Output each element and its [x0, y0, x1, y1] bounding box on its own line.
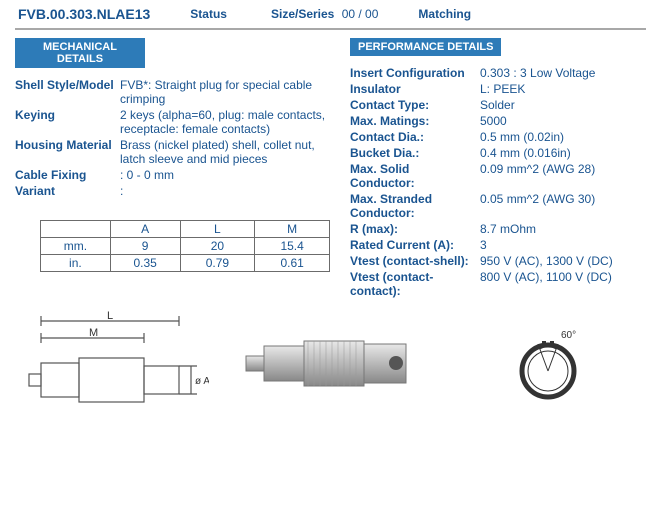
perf-key: R (max): — [350, 222, 480, 236]
performance-row: Contact Type:Solder — [350, 98, 646, 112]
keying-angle-label: 60° — [561, 330, 576, 341]
columns: MECHANICAL DETAILS Shell Style/ModelFVB*… — [0, 38, 661, 300]
diagram-keying: 60° — [449, 316, 646, 411]
top-bar: FVB.00.303.NLAE13 Status Size/Series 00 … — [0, 0, 661, 26]
performance-rows: Insert Configuration0.303 : 3 Low Voltag… — [350, 66, 646, 298]
matching-label: Matching — [418, 7, 471, 21]
dim-M-label: M — [89, 327, 98, 339]
perf-key: Max. Matings: — [350, 114, 480, 128]
divider — [15, 28, 646, 30]
dimension-table: ALM mm.92015.4in.0.350.790.61 — [40, 220, 330, 272]
size-group: Size/Series 00 / 00 — [271, 7, 378, 21]
perf-val: L: PEEK — [480, 82, 646, 96]
dim-cell: 0.35 — [110, 255, 180, 272]
performance-row: Rated Current (A):3 — [350, 238, 646, 252]
perf-val: 0.4 mm (0.016in) — [480, 146, 646, 160]
perf-val: 3 — [480, 238, 646, 252]
status-group: Status — [190, 7, 231, 21]
dim-cell: 0.79 — [180, 255, 255, 272]
perf-val: 5000 — [480, 114, 646, 128]
mech-key: Shell Style/Model — [15, 78, 120, 92]
performance-row: Vtest (contact-shell):950 V (AC), 1300 V… — [350, 254, 646, 268]
dim-cell: 0.61 — [255, 255, 330, 272]
perf-key: Contact Type: — [350, 98, 480, 112]
dim-row: mm.92015.4 — [41, 238, 330, 255]
mechanical-row: Housing MaterialBrass (nickel plated) sh… — [15, 138, 330, 166]
mech-val: Brass (nickel plated) shell, collet nut,… — [120, 138, 330, 166]
mech-val: : — [120, 184, 330, 198]
dim-col-header — [41, 221, 111, 238]
mech-key: Housing Material — [15, 138, 120, 152]
size-label: Size/Series — [271, 7, 334, 21]
performance-row: Bucket Dia.:0.4 mm (0.016in) — [350, 146, 646, 160]
mech-val: 2 keys (alpha=60, plug: male contacts, r… — [120, 108, 330, 136]
perf-val: 950 V (AC), 1300 V (DC) — [480, 254, 646, 268]
perf-key: Vtest (contact-contact): — [350, 270, 480, 298]
perf-val: 0.09 mm^2 (AWG 28) — [480, 162, 646, 176]
diagram-render — [232, 316, 429, 411]
dim-L-label: L — [107, 310, 113, 322]
dim-col-header: M — [255, 221, 330, 238]
mechanical-row: Cable Fixing: 0 - 0 mm — [15, 168, 330, 182]
performance-row: Vtest (contact-contact):800 V (AC), 1100… — [350, 270, 646, 298]
perf-key: Insulator — [350, 82, 480, 96]
diagram-outline: L M ø A — [15, 308, 212, 418]
mech-val: : 0 - 0 mm — [120, 168, 330, 182]
performance-row: Max. Solid Conductor:0.09 mm^2 (AWG 28) — [350, 162, 646, 190]
perf-val: 0.05 mm^2 (AWG 30) — [480, 192, 646, 206]
perf-val: 800 V (AC), 1100 V (DC) — [480, 270, 646, 284]
dim-col-header: L — [180, 221, 255, 238]
status-label: Status — [190, 7, 227, 21]
perf-val: 0.303 : 3 Low Voltage — [480, 66, 646, 80]
mech-val: FVB*: Straight plug for special cable cr… — [120, 78, 330, 106]
mechanical-rows: Shell Style/ModelFVB*: Straight plug for… — [15, 78, 330, 198]
mechanical-row: Variant: — [15, 184, 330, 198]
performance-row: Insert Configuration0.303 : 3 Low Voltag… — [350, 66, 646, 80]
performance-row: Max. Stranded Conductor:0.05 mm^2 (AWG 3… — [350, 192, 646, 220]
mechanical-row: Keying2 keys (alpha=60, plug: male conta… — [15, 108, 330, 136]
performance-column: PERFORMANCE DETAILS Insert Configuration… — [350, 38, 646, 300]
perf-val: 8.7 mOhm — [480, 222, 646, 236]
mech-key: Variant — [15, 184, 120, 198]
dim-cell: in. — [41, 255, 111, 272]
perf-key: Max. Stranded Conductor: — [350, 192, 480, 220]
mechanical-row: Shell Style/ModelFVB*: Straight plug for… — [15, 78, 330, 106]
perf-key: Contact Dia.: — [350, 130, 480, 144]
part-number: FVB.00.303.NLAE13 — [18, 6, 150, 22]
performance-row: InsulatorL: PEEK — [350, 82, 646, 96]
matching-group: Matching — [418, 7, 475, 21]
mech-key: Cable Fixing — [15, 168, 120, 182]
perf-key: Rated Current (A): — [350, 238, 480, 252]
size-value: 00 / 00 — [342, 7, 379, 21]
mechanical-column: MECHANICAL DETAILS Shell Style/ModelFVB*… — [15, 38, 330, 300]
performance-row: R (max):8.7 mOhm — [350, 222, 646, 236]
dim-cell: 20 — [180, 238, 255, 255]
performance-row: Max. Matings:5000 — [350, 114, 646, 128]
performance-header: PERFORMANCE DETAILS — [350, 38, 501, 56]
mech-key: Keying — [15, 108, 120, 122]
outline-drawing-icon: L M ø A — [19, 308, 209, 418]
perf-key: Vtest (contact-shell): — [350, 254, 480, 268]
dim-phiA-label: ø A — [195, 376, 209, 387]
perf-key: Insert Configuration — [350, 66, 480, 80]
dim-cell: 15.4 — [255, 238, 330, 255]
dim-cell: 9 — [110, 238, 180, 255]
perf-val: 0.5 mm (0.02in) — [480, 130, 646, 144]
perf-key: Max. Solid Conductor: — [350, 162, 480, 190]
mechanical-header: MECHANICAL DETAILS — [15, 38, 145, 68]
performance-row: Contact Dia.:0.5 mm (0.02in) — [350, 130, 646, 144]
connector-render-icon — [236, 316, 426, 411]
keying-angle-icon: 60° — [488, 316, 608, 411]
perf-val: Solder — [480, 98, 646, 112]
dim-cell: mm. — [41, 238, 111, 255]
dim-col-header: A — [110, 221, 180, 238]
dim-row: in.0.350.790.61 — [41, 255, 330, 272]
diagrams-row: L M ø A — [0, 300, 661, 418]
perf-key: Bucket Dia.: — [350, 146, 480, 160]
